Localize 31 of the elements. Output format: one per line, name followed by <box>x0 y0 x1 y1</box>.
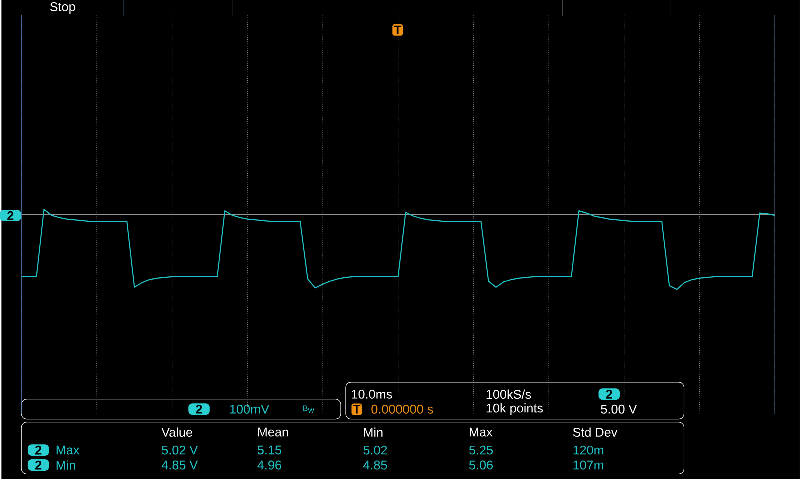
text: 5.06 <box>469 460 493 470</box>
text: 100mV <box>230 404 270 414</box>
text: 10.0ms <box>352 390 392 399</box>
text: Value <box>162 428 192 437</box>
text: 120m <box>574 446 604 455</box>
text: Mean <box>258 428 288 437</box>
text: T <box>394 26 402 34</box>
text: 5.00 V <box>601 404 638 414</box>
text: Std Dev <box>573 428 618 437</box>
text: 5.15 <box>258 446 282 455</box>
text: 2 <box>8 211 14 220</box>
text: 5.02 <box>364 446 388 455</box>
text: 5.25 <box>469 446 494 455</box>
text: Min <box>56 460 76 470</box>
text: 4.96 <box>258 460 282 470</box>
text: 5.02 V <box>162 446 198 455</box>
text: Max <box>470 428 493 437</box>
text: 107m <box>574 460 604 470</box>
text: Max <box>56 446 80 455</box>
text: 10k points <box>486 403 544 416</box>
text: 2 <box>36 446 42 455</box>
text: 100kS/s <box>486 390 532 399</box>
text: 2 <box>36 460 42 470</box>
text: 2 <box>196 404 202 414</box>
text: 2 <box>606 390 612 399</box>
text: T <box>353 404 361 414</box>
text: Min <box>364 428 383 437</box>
text: Stop <box>50 2 76 14</box>
text: 4.85 V <box>162 460 198 470</box>
text: 0.000000 s <box>372 404 434 414</box>
text: 4.85 <box>363 460 388 470</box>
